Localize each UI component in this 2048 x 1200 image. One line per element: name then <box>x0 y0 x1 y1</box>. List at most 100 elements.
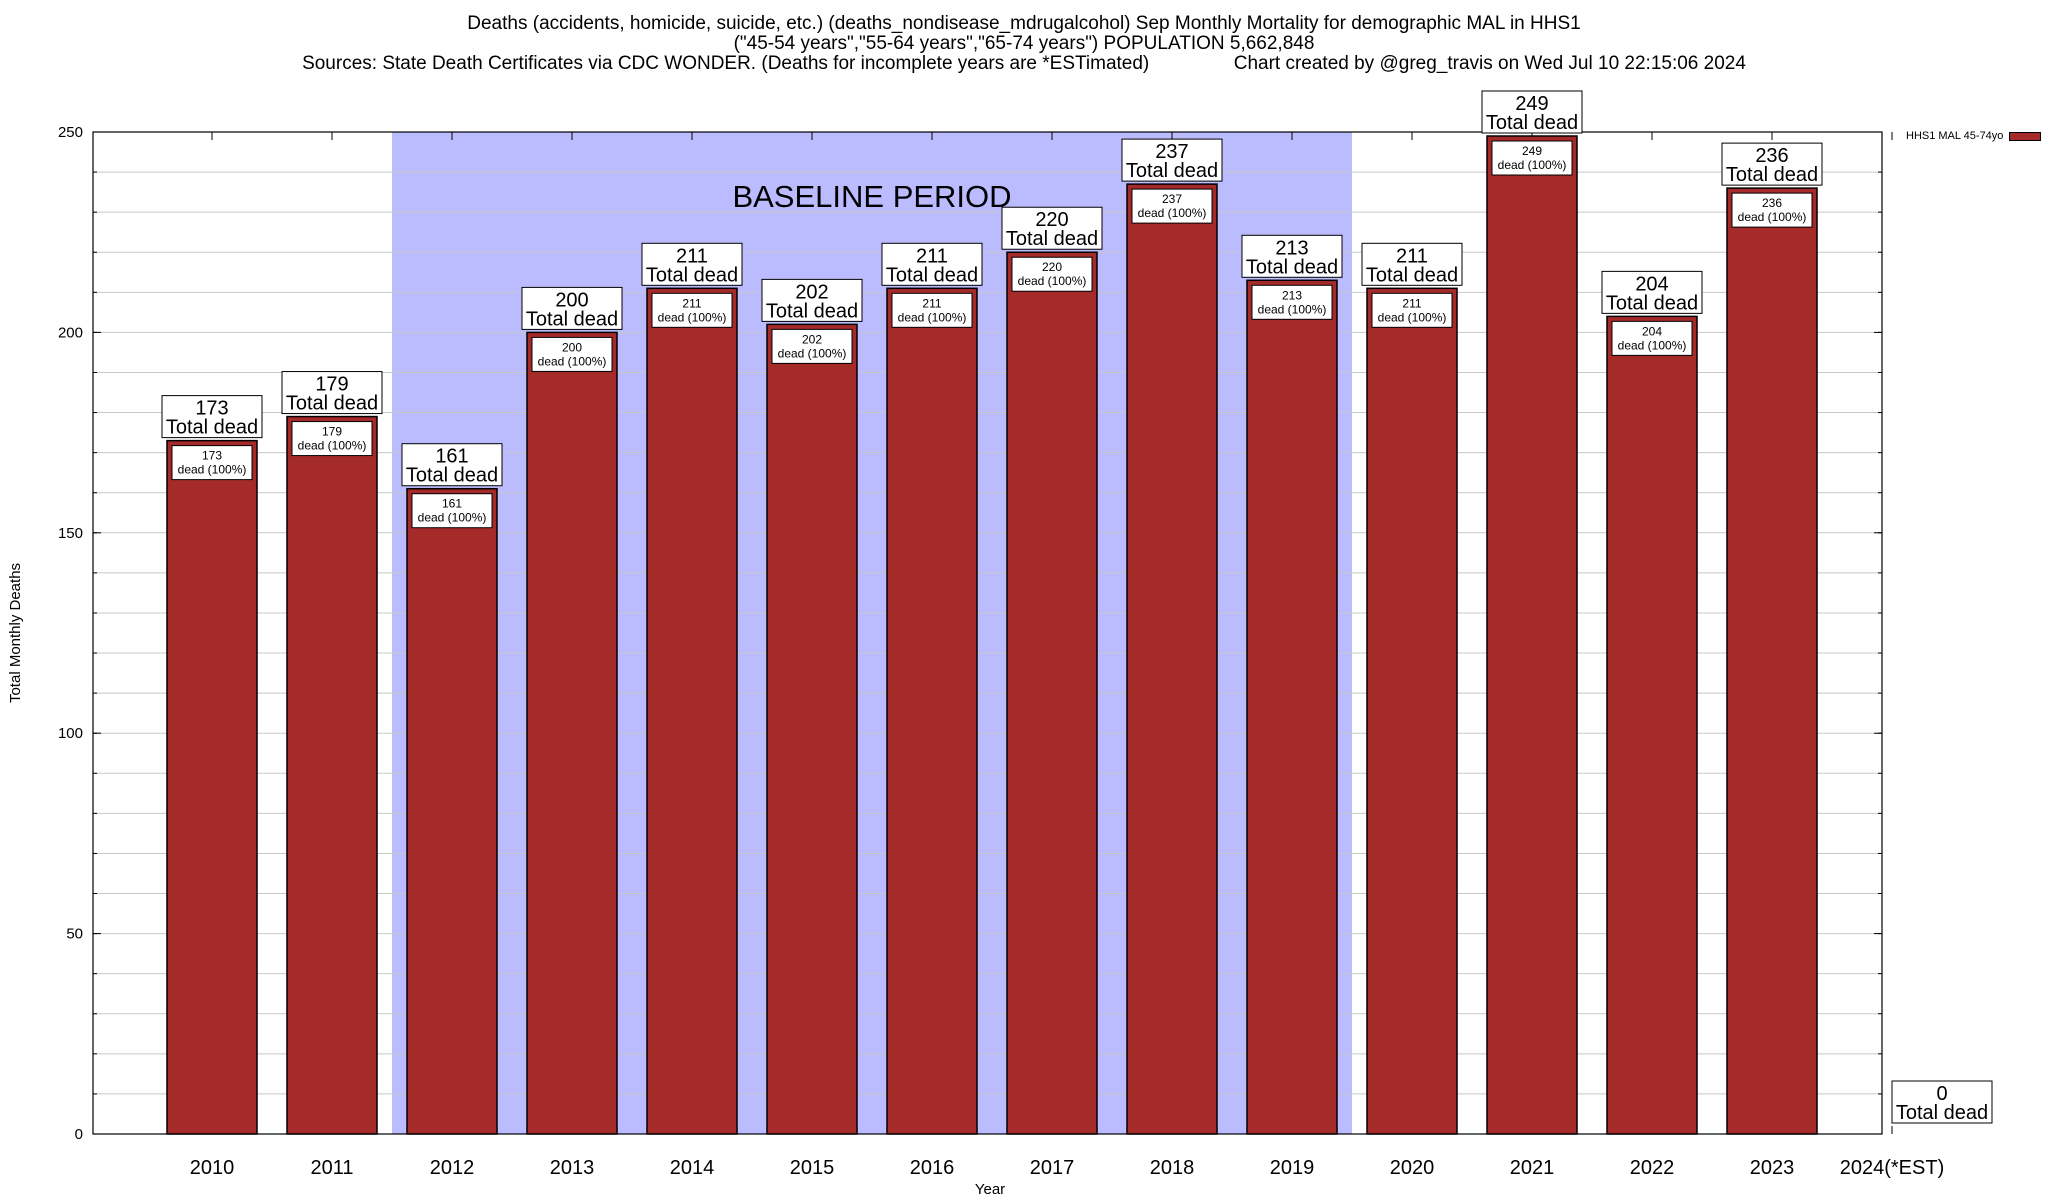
total-label-value: 220 <box>1035 209 1068 231</box>
total-label-value: 200 <box>555 289 588 311</box>
total-label-box <box>1001 206 1103 250</box>
inner-label-value: 249 <box>1522 144 1542 158</box>
total-label-text: Total dead <box>526 308 618 330</box>
total-label-value: 237 <box>1155 141 1188 163</box>
total-label-text: Total dead <box>1486 112 1578 134</box>
total-label-text: Total dead <box>1896 1102 1988 1124</box>
inner-label-pct: dead (100%) <box>1258 302 1327 316</box>
inner-label-box <box>1371 292 1453 328</box>
total-label-value: 204 <box>1635 273 1668 295</box>
bar <box>286 415 378 1135</box>
inner-label-value: 200 <box>562 340 582 354</box>
y-tick-label: 200 <box>58 324 83 341</box>
y-tick-label: 50 <box>66 926 83 943</box>
total-label-box <box>1241 234 1343 278</box>
total-label-value: 213 <box>1275 237 1308 259</box>
total-label-value: 0 <box>1936 1083 1947 1105</box>
total-label-text: Total dead <box>886 264 978 286</box>
x-tick-label: 2024(*EST) <box>1840 1157 1945 1179</box>
y-tick-label: 0 <box>75 1126 83 1143</box>
inner-label-value: 236 <box>1762 196 1782 210</box>
total-label-value: 202 <box>795 281 828 303</box>
total-label-value: 211 <box>676 245 708 267</box>
bar <box>1486 135 1578 1135</box>
x-tick-label: 2012 <box>430 1157 475 1179</box>
x-tick-label: 2023 <box>1750 1157 1795 1179</box>
legend: HHS1 MAL 45-74yo <box>1906 130 2042 142</box>
total-label-text: Total dead <box>166 417 258 439</box>
bar <box>406 487 498 1135</box>
inner-label-pct: dead (100%) <box>898 310 967 324</box>
baseline-period-label: BASELINE PERIOD <box>732 179 1011 214</box>
y-axis-title: Total Monthly Deaths <box>7 563 24 703</box>
bar <box>526 331 618 1135</box>
total-label-text: Total dead <box>1366 264 1458 286</box>
title-line-3: Sources: State Death Certificates via CD… <box>302 53 1746 74</box>
y-tick-label: 100 <box>58 725 83 742</box>
inner-label-box <box>771 328 853 364</box>
bar <box>1606 315 1698 1135</box>
inner-label-box <box>1131 188 1213 224</box>
total-label-box <box>1361 242 1463 286</box>
total-label-text: Total dead <box>1726 164 1818 186</box>
total-label-text: Total dead <box>766 300 858 322</box>
inner-label-pct: dead (100%) <box>778 346 847 360</box>
bar <box>646 287 738 1135</box>
inner-label-pct: dead (100%) <box>658 310 727 324</box>
inner-label-box <box>1011 256 1093 292</box>
inner-label-pct: dead (100%) <box>1018 274 1087 288</box>
title-line-1: Deaths (accidents, homicide, suicide, et… <box>467 13 1581 34</box>
plot-frame <box>92 131 1883 1135</box>
total-label-box <box>1891 1080 1993 1124</box>
chart-title: Deaths (accidents, homicide, suicide, et… <box>0 14 2048 74</box>
inner-label-value: 211 <box>682 296 701 310</box>
inner-label-value: 220 <box>1042 260 1062 274</box>
total-label-text: Total dead <box>1246 256 1338 278</box>
total-label-box <box>521 286 623 330</box>
total-label-box <box>641 242 743 286</box>
x-tick-label: 2016 <box>910 1157 955 1179</box>
x-tick-label: 2011 <box>310 1157 353 1179</box>
total-label-box <box>1721 142 1823 186</box>
bar <box>1006 251 1098 1135</box>
total-label-text: Total dead <box>1606 292 1698 314</box>
total-label-box <box>761 278 863 322</box>
total-label-text: Total dead <box>1006 228 1098 250</box>
bar <box>766 323 858 1135</box>
inner-label-pct: dead (100%) <box>538 354 607 368</box>
title-line-2: ("45-54 years","55-64 years","65-74 year… <box>733 33 1315 54</box>
x-tick-label: 2015 <box>790 1157 835 1179</box>
total-label-value: 173 <box>195 398 228 420</box>
inner-label-box <box>291 421 373 457</box>
bar <box>1366 287 1458 1135</box>
inner-label-box <box>411 493 493 529</box>
inner-label-value: 202 <box>802 332 822 346</box>
y-tick-label: 150 <box>58 525 83 542</box>
y-tick-label: 250 <box>58 124 83 141</box>
inner-label-value: 161 <box>442 497 462 511</box>
bar <box>886 287 978 1135</box>
bar <box>1246 279 1338 1135</box>
inner-label-pct: dead (100%) <box>418 511 487 525</box>
total-label-box <box>1121 138 1223 182</box>
inner-label-value: 173 <box>202 449 222 463</box>
inner-label-value: 179 <box>322 425 342 439</box>
x-tick-label: 2022 <box>1630 1157 1675 1179</box>
inner-label-box <box>1731 192 1813 228</box>
total-label-value: 179 <box>315 374 348 396</box>
inner-label-value: 204 <box>1642 324 1662 338</box>
total-label-box <box>161 395 263 439</box>
inner-label-pct: dead (100%) <box>298 439 367 453</box>
bar <box>166 439 258 1135</box>
legend-label: HHS1 MAL 45-74yo <box>1906 130 2004 142</box>
inner-label-box <box>891 292 973 328</box>
total-label-box <box>281 371 383 415</box>
inner-label-pct: dead (100%) <box>1138 206 1207 220</box>
inner-label-value: 211 <box>1402 296 1421 310</box>
x-tick-label: 2019 <box>1270 1157 1315 1179</box>
total-label-value: 161 <box>435 446 468 468</box>
x-tick-label: 2013 <box>550 1157 595 1179</box>
inner-label-pct: dead (100%) <box>1498 158 1567 172</box>
x-tick-label: 2020 <box>1390 1157 1435 1179</box>
